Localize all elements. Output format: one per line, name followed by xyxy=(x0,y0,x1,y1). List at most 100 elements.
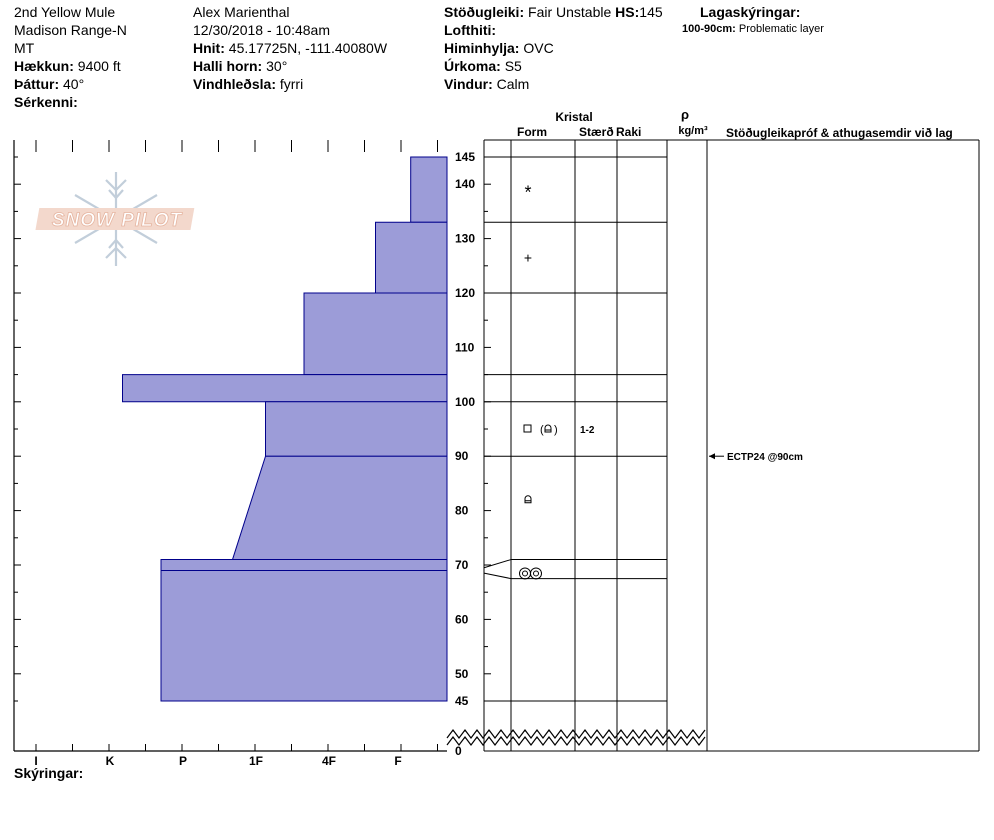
stability-label: Stöðugleiki: xyxy=(444,4,525,20)
facet-icon xyxy=(544,424,552,433)
plus-icon: + xyxy=(524,250,532,266)
layer-boundary-link xyxy=(483,572,512,580)
crystal-header: Kristal xyxy=(555,110,592,124)
top-axis-ticks xyxy=(35,140,438,751)
surface-hoar-icon xyxy=(530,567,542,580)
specifics-field: Sérkenni: xyxy=(14,93,78,111)
depth-labels: 145 140 130 120 110 100 90 80 70 60 50 45 0 xyxy=(455,150,475,758)
coords-value: 45.17725N, -111.40080W xyxy=(228,40,388,56)
depth-label-45: 45 xyxy=(455,694,469,708)
stability-field: Stöðugleiki: Fair Unstable HS:145 xyxy=(444,3,663,21)
layer-boundaries xyxy=(483,156,667,702)
hardness-layer-1 xyxy=(375,221,448,294)
snowpilot-logo: SNOW PILOT xyxy=(35,172,195,266)
slope-label: Halli horn: xyxy=(193,58,263,74)
coords-field: Hnit: 45.17725N, -111.40080W xyxy=(193,39,387,57)
hardness-label-P: P xyxy=(179,754,187,768)
depth-label-145: 145 xyxy=(455,150,475,164)
square-icon xyxy=(523,424,532,433)
test-label: ECTP24 @90cm xyxy=(727,452,803,463)
wind-field: Vindur: Calm xyxy=(444,75,529,93)
wind-label: Vindur: xyxy=(444,76,493,92)
axis-break-lower xyxy=(446,736,706,746)
depth-label-120: 120 xyxy=(455,286,475,300)
logo-text: SNOW PILOT xyxy=(52,210,183,231)
wind-value: Calm xyxy=(496,76,530,92)
sky-field: Himinhylja: OVC xyxy=(444,39,554,57)
sky-value: OVC xyxy=(523,40,554,56)
left-axis-ticks xyxy=(14,156,21,702)
hardness-layer-2 xyxy=(303,292,448,376)
precip-label: Úrkoma: xyxy=(444,58,501,74)
state-name: MT xyxy=(14,40,35,56)
depth-axis: 145 140 130 120 110 100 90 80 70 60 50 45 0 xyxy=(455,150,491,758)
hardness-layer-4 xyxy=(265,401,448,457)
grain-size-label: 1-2 xyxy=(580,425,595,436)
depth-ticks xyxy=(484,156,491,702)
hardness-label-F: F xyxy=(394,754,401,768)
hardness-label-I: I xyxy=(34,754,37,768)
surface-hoar-icon xyxy=(519,567,531,580)
stability-value: Fair Unstable xyxy=(528,4,612,20)
star-icon: * xyxy=(524,182,531,202)
table-grid xyxy=(446,139,980,752)
aspect-value: 40° xyxy=(63,76,85,92)
density-unit: kg/m³ xyxy=(678,125,708,137)
notes-label: Skýringar: xyxy=(14,765,84,781)
aspect-label: Þáttur: xyxy=(14,76,60,92)
sky-label: Himinhylja: xyxy=(444,40,520,56)
density-symbol: ρ xyxy=(681,107,689,122)
wind-loading-label: Vindhleðsla: xyxy=(193,76,276,92)
surface-hoar-icon xyxy=(522,570,528,577)
observation-datetime: 12/30/2018 - 10:48am xyxy=(193,22,330,38)
elevation-value: 9400 ft xyxy=(77,58,121,74)
precip-field: Úrkoma: S5 xyxy=(444,57,522,75)
elevation-label: Hækkun: xyxy=(14,58,74,74)
hardness-axis: I K P 1F 4F F xyxy=(34,754,401,768)
air-temp-field: Lofthiti: xyxy=(444,21,496,39)
depth-label-100: 100 xyxy=(455,395,475,409)
hardness-layer-5 xyxy=(231,455,448,561)
wind-loading-value: fyrri xyxy=(279,76,304,92)
range-name: Madison Range-N xyxy=(14,22,127,38)
hs-label: HS: xyxy=(615,4,640,20)
specifics-label: Sérkenni: xyxy=(14,94,78,110)
profile-header: 2nd Yellow Mule Madison Range-N MT Hækku… xyxy=(0,0,994,112)
hardness-label-1F: 1F xyxy=(249,754,263,768)
hardness-layer-7 xyxy=(160,569,448,702)
slope-field: Halli horn: 30° xyxy=(193,57,287,75)
depth-label-90: 90 xyxy=(455,449,469,463)
facet-icon xyxy=(524,495,532,504)
layer-note-text: Problematic layer xyxy=(738,23,824,35)
layer-note: 100-90cm: Problematic layer xyxy=(682,23,824,35)
hardness-layer-3 xyxy=(122,374,448,403)
hardness-layer-0 xyxy=(410,156,448,223)
layer-table: Kristal Form Stærð Raki ρ kg/m³ Stöðugle… xyxy=(446,107,980,752)
wind-loading-field: Vindhleðsla: fyrri xyxy=(193,75,303,93)
hardness-layer-6 xyxy=(160,559,448,571)
arrow-icon xyxy=(709,453,715,460)
moisture-header: Raki xyxy=(616,125,641,139)
depth-label-0: 0 xyxy=(455,744,462,758)
depth-label-50: 50 xyxy=(455,667,469,681)
elevation-field: Hækkun: 9400 ft xyxy=(14,57,121,75)
depth-label-60: 60 xyxy=(455,612,469,626)
axis-break-upper xyxy=(446,729,706,739)
observer-name: Alex Marienthal xyxy=(193,4,290,20)
paren-icon: ) xyxy=(554,424,558,436)
hardness-label-4F: 4F xyxy=(322,754,336,768)
logo-banner xyxy=(35,208,195,230)
hs-value: 145 xyxy=(639,4,663,20)
depth-label-140: 140 xyxy=(455,177,475,191)
layer-notes-label: Lagaskýringar: xyxy=(700,4,801,20)
slope-value: 30° xyxy=(266,58,288,74)
depth-label-110: 110 xyxy=(455,340,475,354)
coords-label: Hnit: xyxy=(193,40,225,56)
depth-label-80: 80 xyxy=(455,504,469,518)
aspect-field: Þáttur: 40° xyxy=(14,75,84,93)
crystal-markers: * + () 1-2 xyxy=(519,182,595,580)
depth-label-130: 130 xyxy=(455,232,475,246)
form-header: Form xyxy=(517,125,547,139)
layer-boundary-link xyxy=(483,559,512,569)
